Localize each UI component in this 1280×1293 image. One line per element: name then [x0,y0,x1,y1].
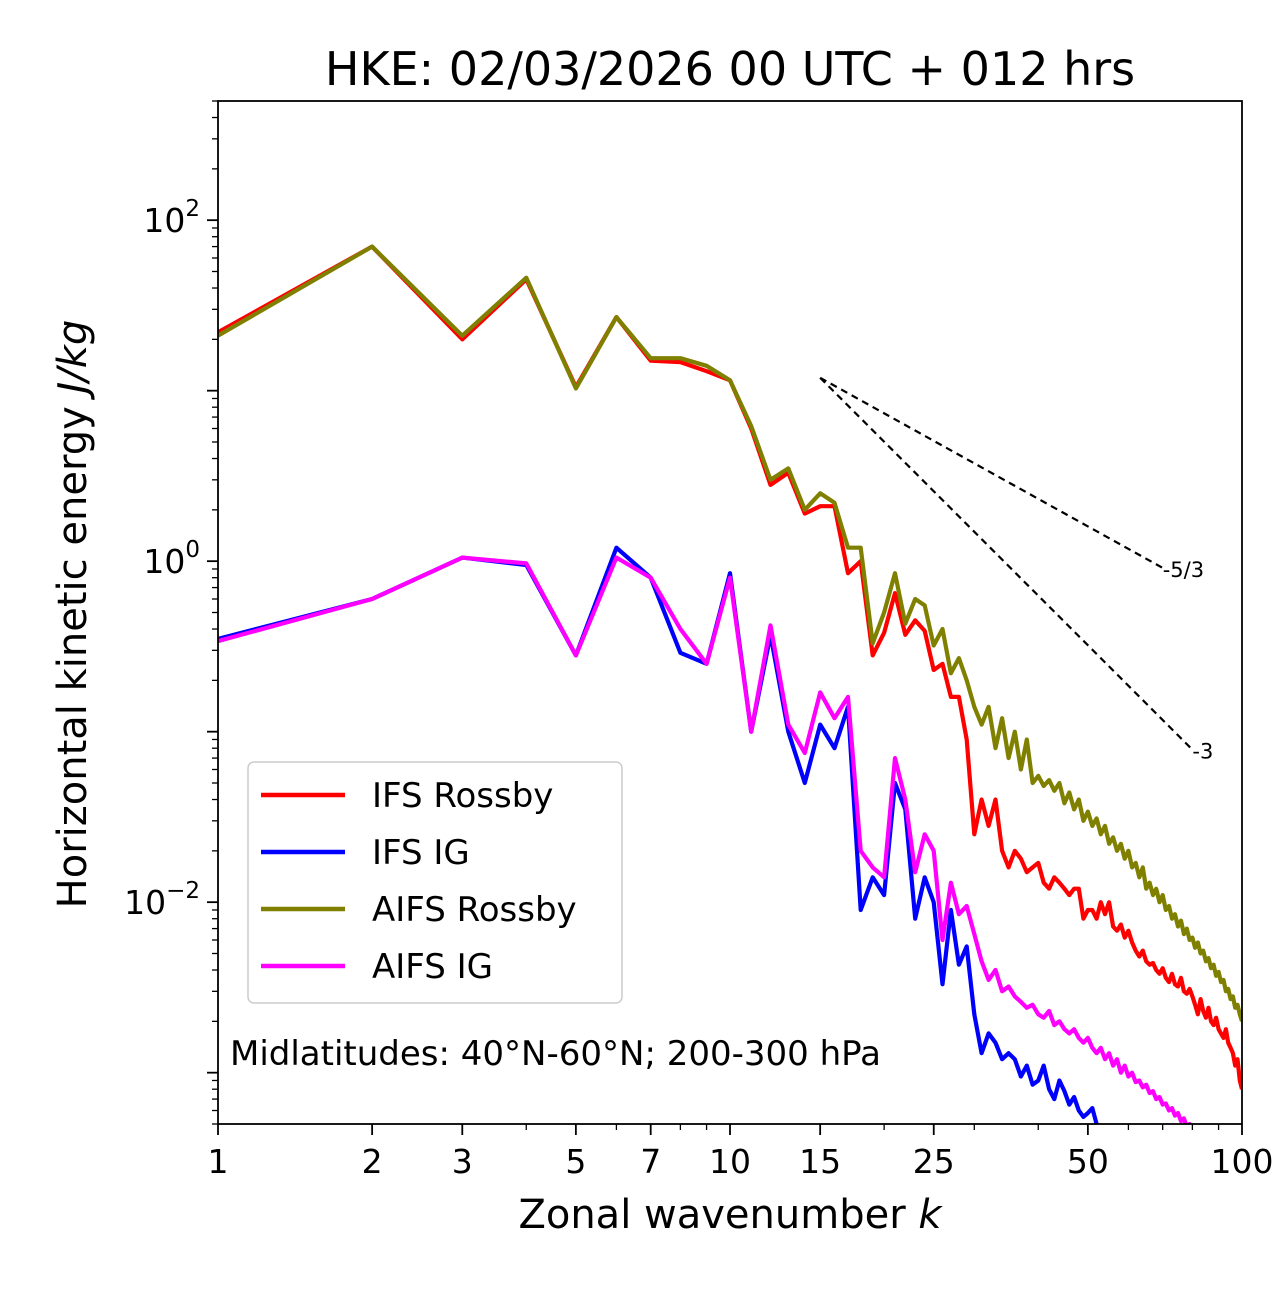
y-axis-label-text: Horizontal kinetic energy [50,406,96,908]
series-line-aifs-ig [218,555,1192,1124]
y-tick-label: 10−2 [124,878,200,922]
series-line-ifs-ig [218,545,1099,1124]
x-tick-label: 1 [208,1142,229,1181]
legend: IFS Rossby IFS IG AIFS Rossby AIFS IG [247,761,623,1004]
x-tick-label: 15 [799,1142,841,1181]
x-tick-label: 10 [709,1142,751,1181]
y-axis-label-units: J/kg [50,320,96,401]
legend-box [247,761,623,1004]
x-tick-label: 7 [640,1142,661,1181]
series-line-aifs-rossby [218,244,1242,1022]
reference-line--5-3 [819,376,1164,569]
x-tick-label: 5 [565,1142,586,1181]
legend-label: AIFS IG [372,947,493,987]
reference-line-label: -5/3 [1163,558,1204,582]
x-axis: 1 2 3 5 7 10 15 25 50 100 [208,1124,1274,1181]
x-tick-label: 100 [1211,1142,1274,1181]
series-layer [218,244,1242,1124]
series-line-ifs-rossby [218,244,1242,1090]
y-tick-label: 102 [143,196,200,240]
legend-label: IFS Rossby [372,776,553,816]
x-tick-label: 50 [1067,1142,1109,1181]
y-axis: 102 100 10−2 [124,100,218,1125]
chart-title: HKE: 02/03/2026 00 UTC + 012 hrs [325,42,1135,96]
x-tick-label: 3 [452,1142,473,1181]
reference-line-label: -3 [1192,740,1213,764]
legend-label: AIFS Rossby [372,890,577,930]
x-axis-label-var: k [918,1192,943,1238]
legend-entries: IFS Rossby IFS IG AIFS Rossby AIFS IG [261,776,577,987]
x-tick-label: 2 [362,1142,383,1181]
y-axis-label: Horizontal kinetic energy J/kg [50,320,96,909]
reference-lines: -5/3 -3 [819,376,1213,764]
x-axis-label-text: Zonal wavenumber [518,1192,906,1238]
x-tick-label: 25 [913,1142,955,1181]
y-tick-label: 100 [143,537,200,581]
region-annotation: Midlatitudes: 40°N-60°N; 200-300 hPa [230,1034,881,1074]
reference-line--3 [819,377,1194,751]
legend-label: IFS IG [372,833,470,873]
x-axis-label: Zonal wavenumber k [518,1192,943,1238]
